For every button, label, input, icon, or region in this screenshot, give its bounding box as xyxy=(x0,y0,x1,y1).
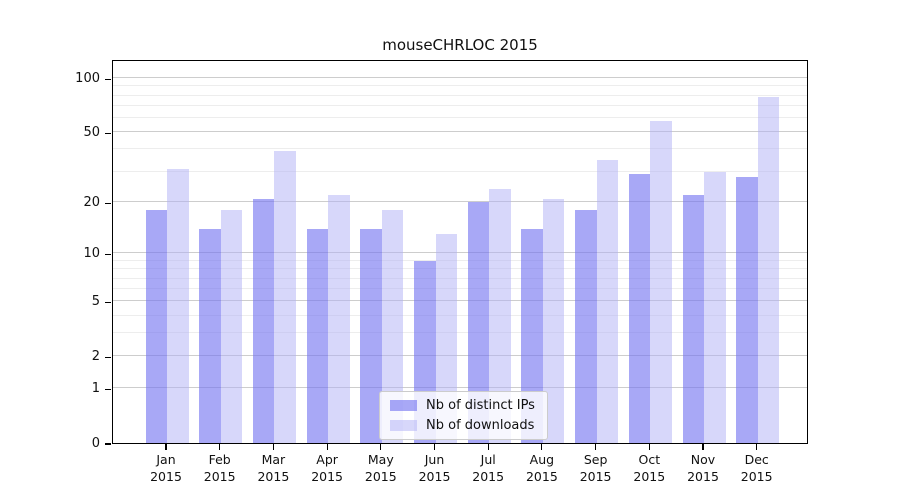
legend-row-ips: Nb of distinct IPs xyxy=(390,398,535,413)
y-tick-label: 10 xyxy=(83,246,100,262)
minor-gridline xyxy=(113,277,807,279)
bar-ips-jul xyxy=(467,202,490,443)
legend-label-distinct-ips: Nb of distinct IPs xyxy=(426,398,535,413)
x-tick-mark xyxy=(756,444,758,450)
bar-downloads-jan xyxy=(167,169,189,443)
x-tick-label-oct: Oct 2015 xyxy=(633,452,666,484)
plot-area: Nb of distinct IPs Nb of downloads xyxy=(112,60,808,444)
x-tick-mark xyxy=(702,444,704,450)
bar-ips-sep xyxy=(575,210,597,443)
y-tick-label: 100 xyxy=(75,71,100,87)
bar-ips-oct xyxy=(628,174,651,443)
y-tick-label: 20 xyxy=(83,195,100,211)
x-tick-mark xyxy=(380,444,382,450)
y-tick-label: 1 xyxy=(91,381,100,397)
bar-downloads-mar xyxy=(274,151,296,443)
minor-gridline xyxy=(113,260,807,261)
y-tick-label: 0 xyxy=(91,436,100,451)
bar-downloads-aug xyxy=(542,198,565,443)
minor-gridline xyxy=(113,94,807,96)
minor-gridline xyxy=(113,268,807,270)
legend-label-downloads: Nb of downloads xyxy=(426,418,535,433)
bar-ips-nov xyxy=(682,195,704,443)
y-tick-mark xyxy=(105,78,111,80)
x-tick-label-jan: Jan 2015 xyxy=(150,452,182,484)
major-gridline xyxy=(113,355,807,357)
y-tick-mark xyxy=(105,301,111,303)
bar-downloads-sep xyxy=(596,159,619,443)
x-tick-mark xyxy=(595,444,597,450)
minor-gridline xyxy=(113,288,807,290)
minor-gridline xyxy=(113,170,807,172)
x-tick-mark xyxy=(165,444,167,450)
bar-ips-apr xyxy=(306,228,329,443)
bar-ips-dec xyxy=(736,176,758,443)
bar-ips-aug xyxy=(521,228,543,443)
x-tick-mark xyxy=(433,444,436,450)
minor-gridline xyxy=(113,85,807,87)
y-tick-mark xyxy=(105,356,111,358)
x-tick-label-feb: Feb 2015 xyxy=(203,452,236,484)
minor-gridline xyxy=(113,314,807,316)
legend-swatch-downloads xyxy=(390,420,417,431)
y-tick-label: 5 xyxy=(91,294,100,310)
bar-downloads-feb xyxy=(220,210,243,443)
y-tick-label: 2 xyxy=(91,349,100,365)
y-tick-mark xyxy=(105,253,111,256)
y-tick-mark xyxy=(105,443,111,445)
x-tick-label-jul: Jul 2015 xyxy=(472,452,505,484)
bar-downloads-jun xyxy=(435,234,457,443)
y-tick-mark xyxy=(105,388,111,390)
major-gridline xyxy=(113,201,807,203)
legend-row-downloads: Nb of downloads xyxy=(390,418,535,433)
major-gridline xyxy=(113,131,807,133)
x-tick-label-aug: Aug 2015 xyxy=(525,452,558,484)
bar-downloads-jul xyxy=(489,188,511,443)
x-tick-label-dec: Dec 2015 xyxy=(740,452,773,484)
minor-gridline xyxy=(113,105,807,107)
minor-gridline xyxy=(113,148,807,150)
y-tick-label: 50 xyxy=(83,125,100,141)
x-tick-label-sep: Sep 2015 xyxy=(579,452,612,484)
legend-swatch-distinct-ips xyxy=(390,400,417,411)
major-gridline xyxy=(113,252,807,254)
minor-gridline xyxy=(113,117,807,119)
bar-downloads-dec xyxy=(757,96,780,443)
chart-title: mouseCHRLOC 2015 xyxy=(382,36,538,54)
major-gridline xyxy=(113,300,807,302)
x-tick-mark xyxy=(487,444,489,450)
x-tick-mark xyxy=(272,444,274,450)
x-tick-label-mar: Mar 2015 xyxy=(257,452,290,484)
x-tick-mark xyxy=(648,444,650,450)
y-tick-mark xyxy=(105,202,111,204)
x-tick-label-apr: Apr 2015 xyxy=(311,452,343,484)
bar-ips-feb xyxy=(199,228,221,443)
legend: Nb of distinct IPs Nb of downloads xyxy=(379,391,548,440)
bar-downloads-oct xyxy=(650,120,672,443)
bar-downloads-apr xyxy=(328,195,350,443)
major-gridline xyxy=(113,77,807,79)
major-gridline xyxy=(113,387,807,389)
bar-ips-may xyxy=(360,228,382,443)
bar-downloads-nov xyxy=(704,171,726,443)
x-tick-label-nov: Nov 2015 xyxy=(687,452,719,484)
x-tick-label-may: May 2015 xyxy=(364,452,397,484)
minor-gridline xyxy=(113,332,807,334)
bar-ips-jan xyxy=(145,210,167,443)
bar-downloads-may xyxy=(381,210,404,443)
x-tick-label-jun: Jun 2015 xyxy=(418,452,451,484)
bar-ips-mar xyxy=(252,198,275,443)
x-tick-mark xyxy=(541,444,543,450)
y-tick-mark xyxy=(105,132,111,134)
x-tick-mark xyxy=(326,444,328,450)
x-tick-mark xyxy=(219,444,221,450)
